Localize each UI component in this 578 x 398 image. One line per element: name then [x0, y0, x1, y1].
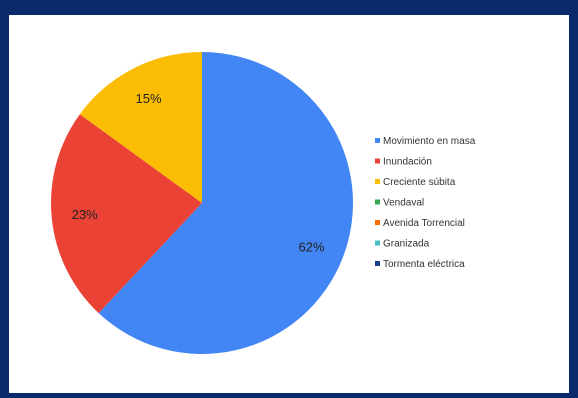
legend-entry-5: Granizada — [383, 239, 430, 250]
legend-swatch-5 — [375, 240, 380, 246]
pie-slices — [51, 52, 353, 354]
legend-entry-3: Vendaval — [383, 198, 424, 209]
legend-swatch-1 — [375, 158, 380, 164]
legend-entry-1: Inundación — [383, 157, 432, 168]
slice-label-2: 15% — [136, 91, 162, 106]
pie-slice-2 — [79, 52, 202, 203]
legend-entry-6: Tormenta eléctrica — [383, 259, 465, 270]
pie-slice-labels: 62% 23% 15% — [72, 91, 325, 254]
legend-swatch-4 — [375, 220, 380, 225]
legend-swatch-2 — [375, 179, 380, 184]
legend-swatch-3 — [375, 199, 380, 205]
chart-canvas: 62% 23% 15% Movimiento en masa Inundación Cr… — [9, 15, 569, 393]
chart-legend: Movimiento en masa Inundación Creciente sú… — [375, 136, 476, 270]
pie-chart: 62% 23% 15% Movimiento en masa Inundación Cr… — [51, 52, 476, 354]
pie-slice-1 — [51, 114, 203, 314]
legend-entry-2: Creciente súbita — [383, 177, 456, 188]
slice-label-1: 23% — [72, 207, 98, 222]
legend-entry-0: Movimiento en masa — [383, 136, 476, 147]
legend-swatch-6 — [375, 261, 380, 266]
legend-entry-4: Avenida Torrencial — [383, 218, 465, 229]
legend-swatch-0 — [375, 138, 380, 143]
pie-slice-0 — [98, 52, 353, 354]
slice-label-0: 62% — [298, 239, 324, 254]
